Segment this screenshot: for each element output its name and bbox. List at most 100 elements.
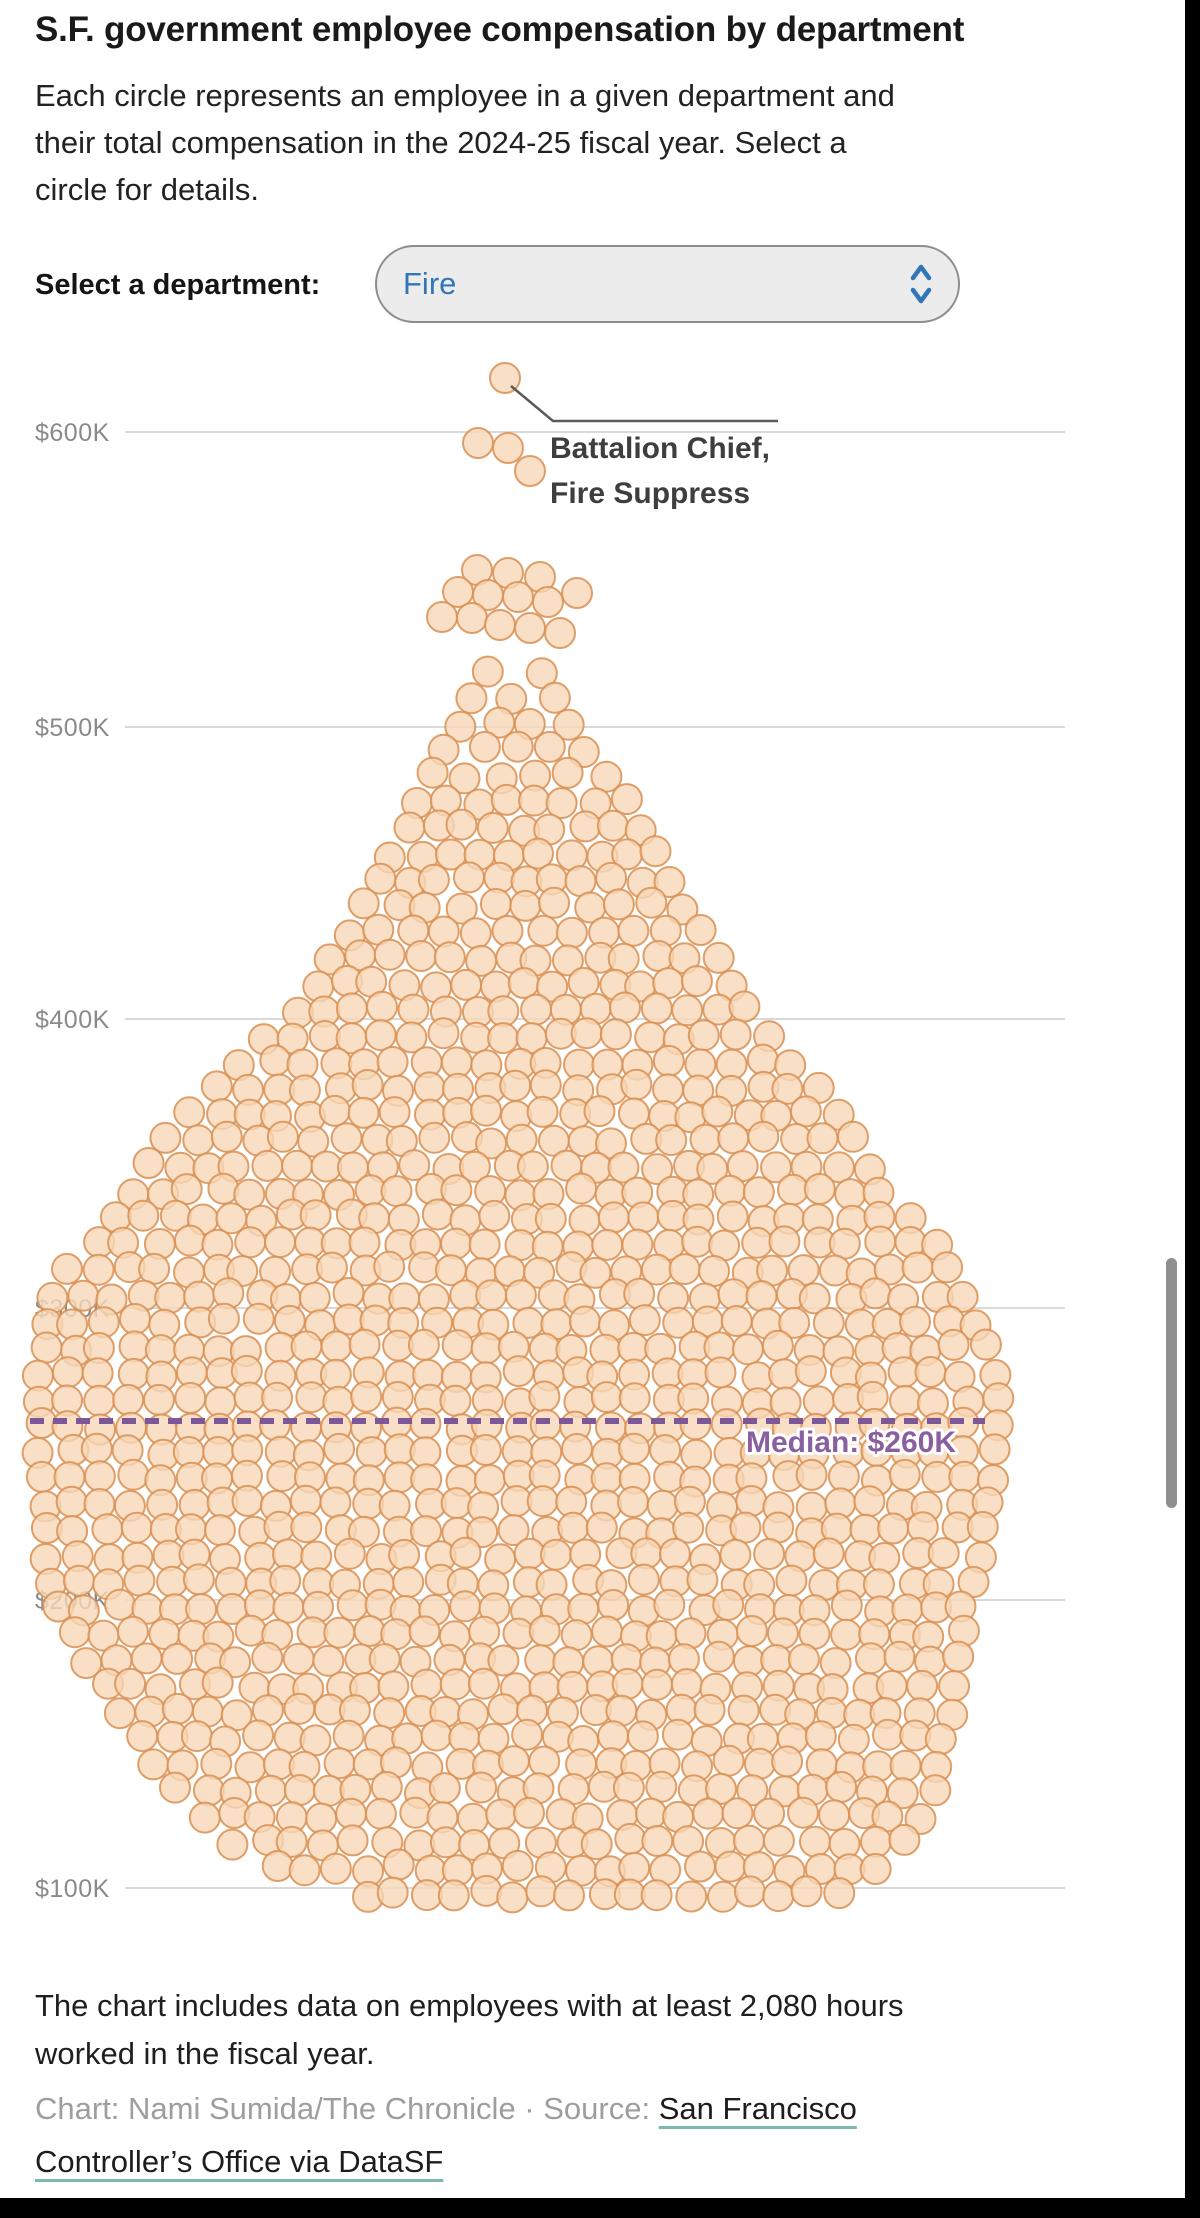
employee-dot[interactable] xyxy=(538,681,571,714)
employee-dot[interactable] xyxy=(272,1591,305,1624)
employee-dot[interactable] xyxy=(568,1204,601,1237)
employee-dot[interactable] xyxy=(652,1044,685,1077)
employee-dot[interactable] xyxy=(455,682,488,715)
employee-dot[interactable] xyxy=(83,1460,116,1493)
employee-dot[interactable] xyxy=(899,1305,931,1338)
employee-dot[interactable] xyxy=(373,1250,406,1283)
employee-dot[interactable] xyxy=(234,1226,267,1259)
employee-dot[interactable] xyxy=(771,1072,804,1105)
employee-dot[interactable] xyxy=(635,1797,668,1830)
employee-dot[interactable] xyxy=(490,783,523,816)
employee-dot[interactable] xyxy=(720,1305,753,1337)
employee-dot[interactable] xyxy=(620,1068,653,1101)
employee-dot[interactable] xyxy=(336,1589,369,1622)
employee-dot[interactable] xyxy=(771,1745,804,1778)
employee-dot[interactable] xyxy=(544,617,576,649)
employee-dot[interactable] xyxy=(117,1458,150,1491)
employee-dot[interactable] xyxy=(583,1095,616,1128)
employee-dot[interactable] xyxy=(323,1432,356,1465)
employee-dot[interactable] xyxy=(83,1384,116,1417)
employee-dot[interactable] xyxy=(182,1563,215,1596)
employee-dot[interactable] xyxy=(173,1224,206,1257)
employee-dot[interactable] xyxy=(231,1484,264,1517)
employee-dot[interactable] xyxy=(112,1383,145,1416)
employee-dot[interactable] xyxy=(812,1307,845,1339)
employee-dot[interactable] xyxy=(942,1640,975,1673)
employee-dot[interactable] xyxy=(428,1772,461,1805)
employee-dot[interactable] xyxy=(420,1719,453,1752)
employee-dot[interactable] xyxy=(312,1774,345,1807)
employee-dot[interactable] xyxy=(714,1850,747,1883)
employee-dot[interactable] xyxy=(701,1095,734,1128)
employee-dot[interactable] xyxy=(733,1875,766,1908)
employee-dot[interactable] xyxy=(366,990,398,1023)
employee-dot[interactable] xyxy=(319,1852,352,1885)
employee-dot[interactable] xyxy=(458,1150,491,1183)
employee-dot[interactable] xyxy=(55,1485,88,1518)
employee-dot[interactable] xyxy=(947,1614,980,1647)
employee-dot[interactable] xyxy=(762,1511,795,1544)
employee-dot[interactable] xyxy=(536,970,569,1003)
employee-dot[interactable] xyxy=(528,1614,561,1647)
employee-dot[interactable] xyxy=(646,1489,679,1522)
employee-dot[interactable] xyxy=(487,1693,520,1726)
employee-dot[interactable] xyxy=(56,1308,89,1341)
employee-dot[interactable] xyxy=(668,1253,701,1286)
employee-dot[interactable] xyxy=(602,888,635,921)
employee-dot[interactable] xyxy=(872,1718,904,1751)
employee-dot[interactable] xyxy=(802,1385,835,1418)
employee-dot[interactable] xyxy=(355,1436,388,1469)
employee-dot[interactable] xyxy=(661,1718,694,1751)
employee-dot[interactable] xyxy=(182,1124,215,1157)
employee-dot[interactable] xyxy=(520,993,553,1026)
employee-dot[interactable] xyxy=(526,1485,559,1518)
employee-dot[interactable] xyxy=(352,1487,385,1520)
employee-dot[interactable] xyxy=(380,1175,413,1208)
employee-dot[interactable] xyxy=(675,1880,708,1913)
employee-dot[interactable] xyxy=(266,1460,299,1493)
employee-dot[interactable] xyxy=(753,1797,786,1830)
employee-dot[interactable] xyxy=(132,1147,165,1179)
employee-dot[interactable] xyxy=(373,938,406,971)
employee-dot[interactable] xyxy=(180,1720,213,1753)
employee-dot[interactable] xyxy=(628,1304,661,1337)
employee-dot[interactable] xyxy=(568,1305,601,1338)
source-link[interactable]: San Francisco Controller’s Office via Dat… xyxy=(35,2091,857,2179)
employee-dot[interactable] xyxy=(529,1408,562,1441)
employee-dot[interactable] xyxy=(383,1461,416,1494)
employee-dot[interactable] xyxy=(273,1304,306,1337)
employee-dot[interactable] xyxy=(689,1123,722,1156)
employee-dot[interactable] xyxy=(103,1697,136,1730)
employee-dot[interactable] xyxy=(161,1642,194,1675)
employee-dot[interactable] xyxy=(812,1537,845,1570)
employee-dot[interactable] xyxy=(747,1120,780,1153)
employee-dot[interactable] xyxy=(173,1096,206,1129)
employee-dot[interactable] xyxy=(439,1668,472,1701)
employee-dot[interactable] xyxy=(687,1019,720,1052)
employee-dot[interactable] xyxy=(618,1432,651,1465)
employee-dot[interactable] xyxy=(551,756,584,789)
employee-dot[interactable] xyxy=(462,427,494,459)
employee-dot[interactable] xyxy=(347,887,380,920)
employee-dot[interactable] xyxy=(513,1796,545,1829)
employee-dot[interactable] xyxy=(378,1096,411,1129)
employee-dot[interactable] xyxy=(746,1043,779,1076)
employee-dot[interactable] xyxy=(368,1643,401,1676)
employee-dot[interactable] xyxy=(51,1252,83,1285)
employee-dot[interactable] xyxy=(585,1511,618,1544)
employee-dot[interactable] xyxy=(452,861,485,894)
employee-dot[interactable] xyxy=(373,1697,406,1730)
employee-dot[interactable] xyxy=(887,1356,920,1389)
employee-dot[interactable] xyxy=(526,1095,559,1128)
employee-dot[interactable] xyxy=(514,612,546,644)
employee-dot[interactable] xyxy=(599,1018,632,1051)
employee-dot[interactable] xyxy=(333,1537,366,1570)
employee-dot[interactable] xyxy=(489,362,521,394)
employee-dot[interactable] xyxy=(704,1356,737,1389)
employee-dot[interactable] xyxy=(705,1772,737,1805)
employee-dot[interactable] xyxy=(216,1828,249,1861)
employee-dot[interactable] xyxy=(104,1588,136,1621)
employee-dot[interactable] xyxy=(204,1386,237,1419)
employee-dot[interactable] xyxy=(614,1822,647,1855)
employee-dot[interactable] xyxy=(233,1381,266,1414)
